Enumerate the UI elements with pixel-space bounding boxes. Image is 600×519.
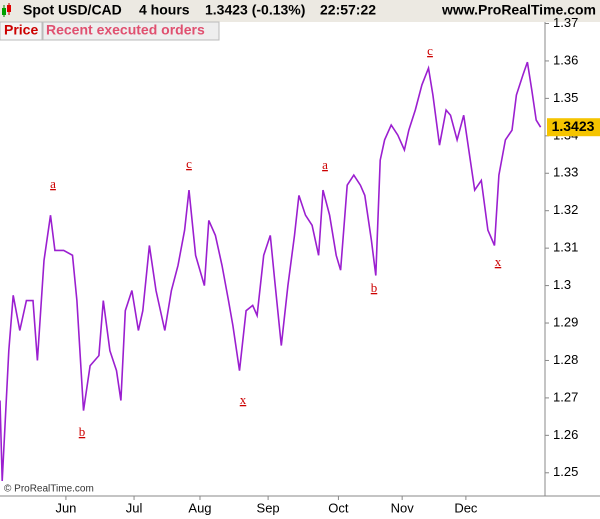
- last-price-box: [547, 118, 600, 137]
- wave-label: x: [495, 254, 502, 269]
- x-tick-label: Aug: [188, 500, 211, 515]
- y-tick-label: 1.37: [553, 15, 578, 30]
- wave-label: a: [322, 157, 328, 172]
- y-tick-label: 1.32: [553, 202, 578, 217]
- wave-label: c: [186, 156, 192, 171]
- x-tick-label: Nov: [391, 500, 415, 515]
- symbol: Spot USD/CAD: [23, 2, 122, 18]
- y-tick-label: 1.3: [553, 277, 571, 292]
- wave-label: x: [240, 392, 247, 407]
- y-tick-label: 1.25: [553, 464, 578, 479]
- y-tick-label: 1.33: [553, 165, 578, 180]
- price-line: [0, 61, 542, 482]
- y-tick-label: 1.31: [553, 240, 578, 255]
- wave-label: c: [427, 43, 433, 58]
- quote: 1.3423 (-0.13%): [205, 2, 305, 18]
- site: www.ProRealTime.com: [441, 2, 596, 18]
- time: 22:57:22: [320, 2, 376, 18]
- wave-label: b: [371, 280, 378, 295]
- tab-box[interactable]: [42, 21, 220, 41]
- tab[interactable]: Recent executed orders: [46, 22, 205, 38]
- header-bar: [0, 0, 600, 22]
- tab-box[interactable]: [0, 21, 43, 41]
- timeframe: 4 hours: [139, 2, 190, 18]
- copyright: © ProRealTime.com: [4, 484, 94, 495]
- y-tick-label: 1.28: [553, 352, 578, 367]
- x-tick-label: Jun: [55, 500, 76, 515]
- y-tick-label: 1.35: [553, 90, 578, 105]
- wave-label: a: [50, 176, 56, 191]
- y-tick-label: 1.27: [553, 389, 578, 404]
- y-tick-label: 1.26: [553, 427, 578, 442]
- tab[interactable]: Price: [4, 22, 38, 38]
- x-tick-label: Jul: [126, 500, 143, 515]
- wave-label: b: [79, 424, 86, 439]
- last-price-label: 1.3423: [552, 118, 595, 134]
- y-tick-label: 1.36: [553, 52, 578, 67]
- x-tick-label: Sep: [257, 500, 280, 515]
- x-tick-label: Dec: [454, 500, 478, 515]
- y-tick-label: 1.29: [553, 314, 578, 329]
- candle-icon: [2, 3, 11, 17]
- x-tick-label: Oct: [328, 500, 349, 515]
